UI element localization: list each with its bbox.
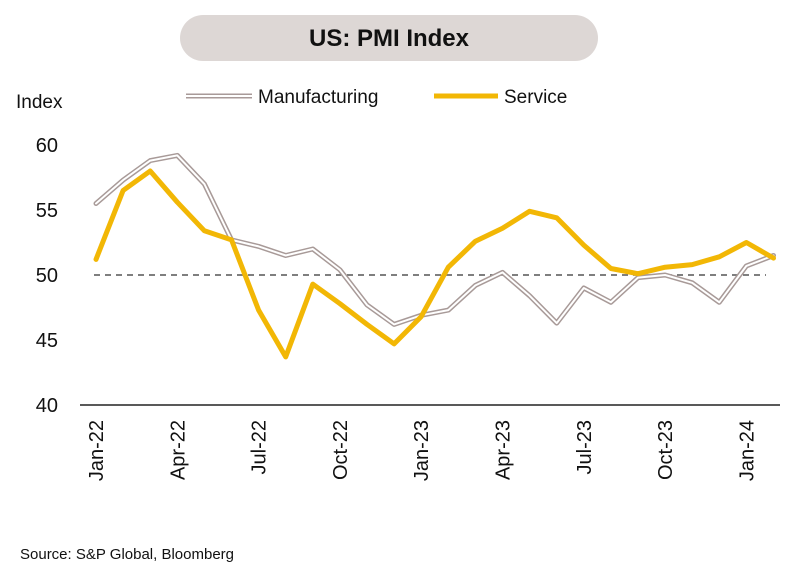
legend-label: Service [504,87,567,108]
series-line-service [93,168,776,360]
y-tick-label: 40 [36,395,58,417]
x-tick-label: Jul-23 [574,420,596,474]
series-line-manufacturing [93,152,776,327]
chart-title-box: US: PMI Index [180,15,598,61]
chart-legend: Manufacturing Service [186,87,567,108]
chart-series [93,152,776,360]
legend-label: Manufacturing [258,87,378,108]
x-tick-label: Jan-23 [411,420,433,481]
chart-axes: 40 45 50 55 60 Jan-22 Apr-22 Jul-22 Oct-22 Jan-23… [36,135,780,481]
y-tick-label: 50 [36,265,58,287]
x-tick-label: Jan-24 [736,420,758,481]
x-tick-label: Apr-23 [493,420,515,480]
y-tick-label: 45 [36,330,58,352]
source-note: Source: S&P Global, Bloomberg [20,546,234,563]
x-tick-label: Apr-22 [167,420,189,480]
chart-title: US: PMI Index [309,25,470,52]
y-tick-label: 60 [36,135,58,157]
title-pill [180,15,598,61]
x-tick-label: Oct-23 [655,420,677,480]
x-tick-label: Oct-22 [330,420,352,480]
x-tick-label: Jan-22 [86,420,108,481]
x-tick-label: Jul-22 [249,420,271,474]
y-axis-label: Index [16,92,63,113]
series-line-manufacturing-inner [95,154,775,326]
y-tick-label: 55 [36,200,58,222]
